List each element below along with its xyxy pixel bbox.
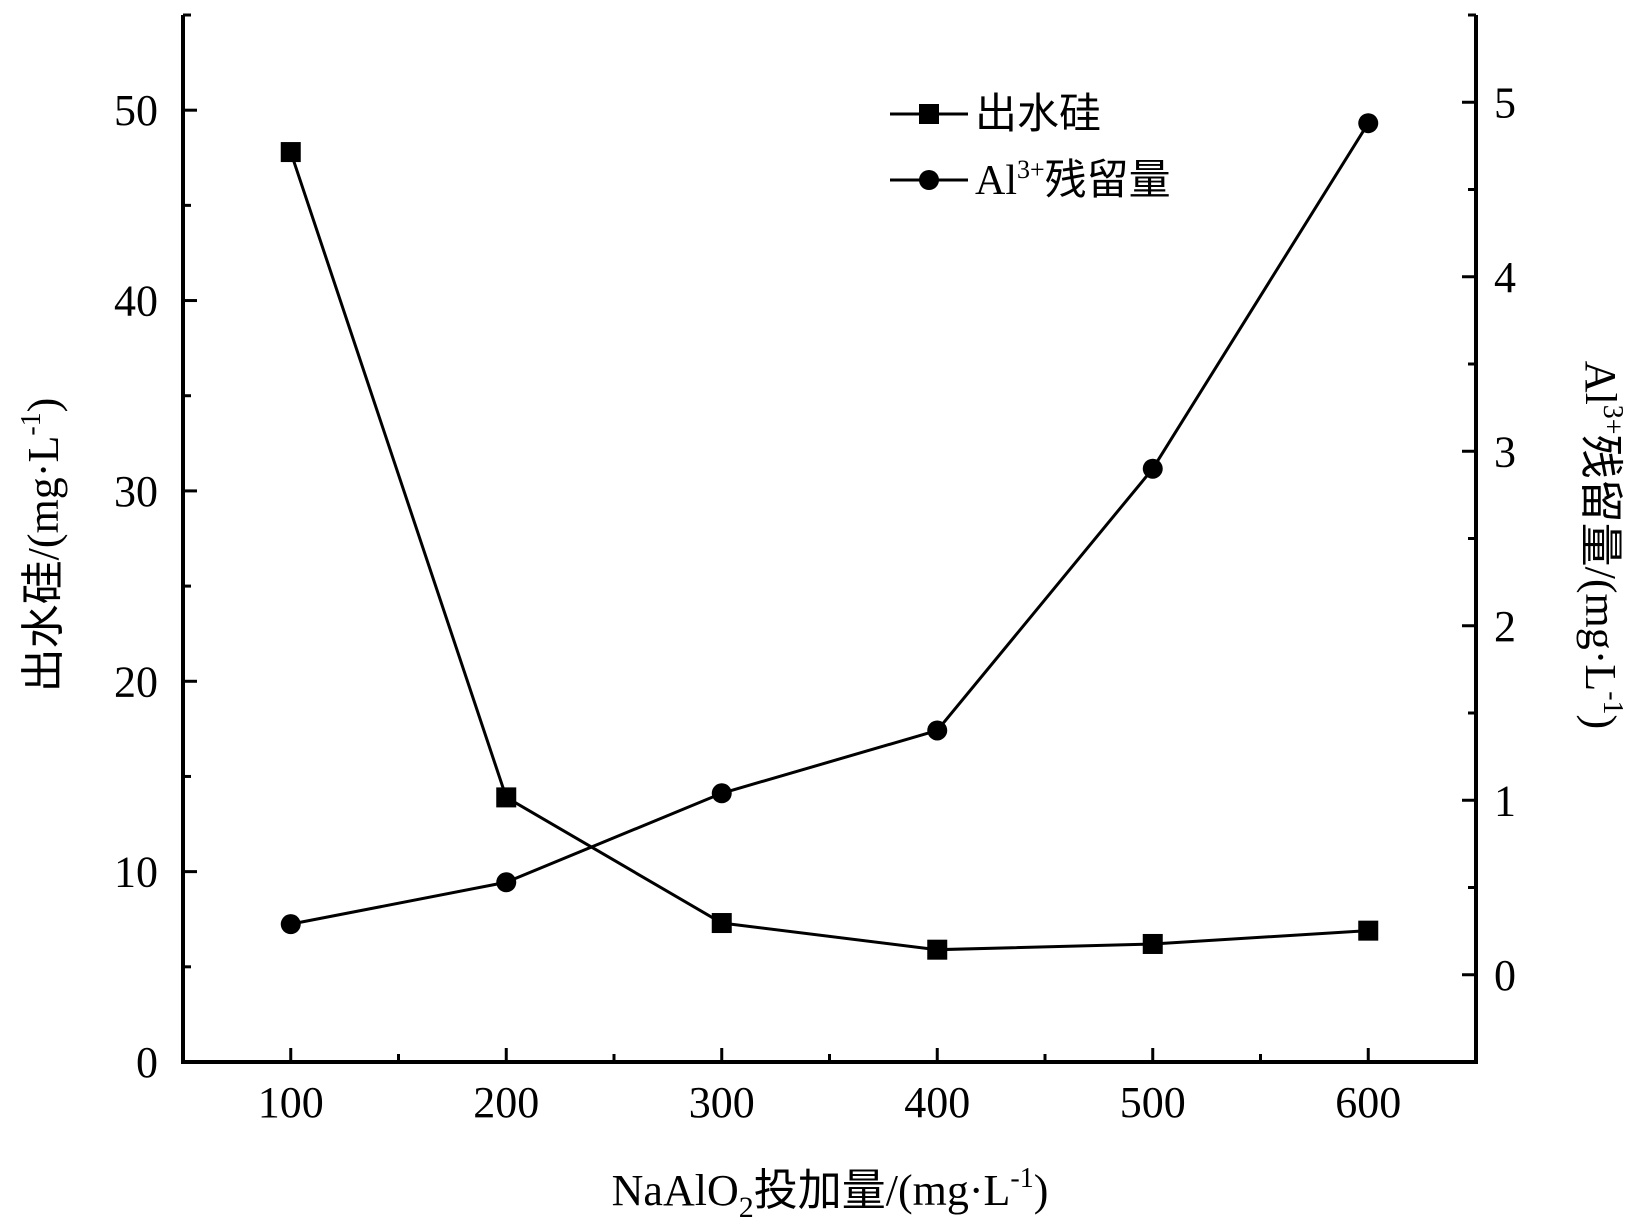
y-right-tick-label: 0 [1494,951,1516,1000]
y-left-tick-label: 40 [114,277,158,326]
data-point-square [1358,920,1379,941]
y-right-tick-label: 4 [1494,253,1516,302]
y-left-tick-label: 0 [136,1038,158,1087]
x-tick-label: 500 [1120,1078,1186,1127]
data-point-square [280,142,301,163]
data-point-circle [1142,458,1163,479]
y-right-axis-title: Al3+残留量/(mg·L-1) [1576,361,1626,729]
y-left-tick-label: 20 [114,657,158,706]
data-point-circle [1358,113,1379,134]
series-line-0 [289,151,1369,952]
y-left-tick-label: 30 [114,467,158,516]
series-markers [280,113,1379,960]
y-right-tick-label: 3 [1494,427,1516,476]
data-point-square [496,787,517,808]
y-right-tick-label: 2 [1494,602,1516,651]
x-ticks: 100 200 300 400 500 600 [258,1048,1478,1127]
legend-label-silicon: 出水硅 [975,92,1101,138]
data-point-circle [496,872,517,893]
data-point-square [711,913,732,934]
x-tick-label: 100 [258,1078,324,1127]
y-right-ticks: 0 1 2 3 4 5 [1462,13,1516,1064]
y-right-tick-label: 1 [1494,776,1516,825]
data-point-circle [280,914,301,935]
data-point-circle [711,783,732,804]
legend-circle-marker [919,170,939,190]
legend: 出水硅 Al3+残留量 [890,92,1171,204]
legend-label-aluminum: Al3+残留量 [975,155,1171,204]
x-tick-label: 300 [689,1078,755,1127]
x-axis-title: NaAlO2投加量/(mg·L-1) [612,1163,1049,1224]
x-tick-label: 200 [473,1078,539,1127]
y-left-axis-title: 出水硅/(mg·L-1) [16,398,68,693]
y-right-tick-label: 5 [1494,78,1516,127]
y-left-tick-label: 10 [114,848,158,897]
y-left-ticks: 0 10 20 30 40 50 [114,13,197,1087]
series-lines [289,122,1370,952]
x-tick-label: 400 [904,1078,970,1127]
legend-square-marker [919,104,939,124]
data-point-circle [927,720,948,741]
series-line-1 [290,122,1370,926]
x-tick-label: 600 [1335,1078,1401,1127]
data-point-square [1142,933,1163,954]
y-left-tick-label: 50 [114,86,158,135]
legend-item-silicon: 出水硅 [890,92,1101,138]
legend-item-aluminum: Al3+残留量 [890,155,1171,204]
data-point-square [927,939,948,960]
